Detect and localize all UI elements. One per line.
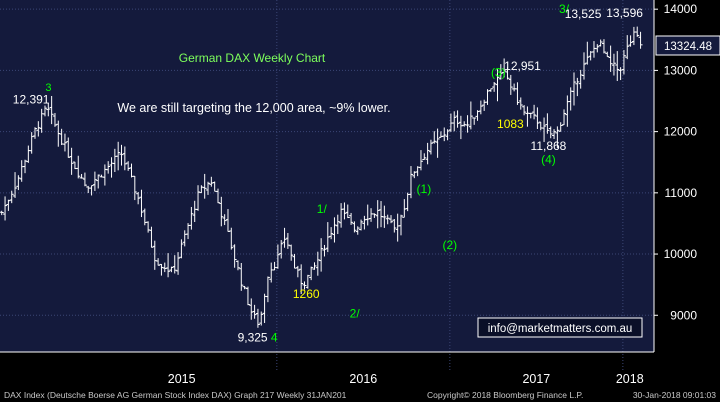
- annotation-label: 11,868: [531, 139, 567, 153]
- last-price-box: [655, 35, 720, 56]
- annotation-label: 2/: [350, 307, 361, 321]
- annotation-label: 12,391: [13, 92, 50, 106]
- annotation-label: (1): [417, 182, 432, 196]
- annotation-label: 1260: [293, 287, 320, 301]
- x-tick-label: 2015: [168, 372, 196, 386]
- chart-title: German DAX Weekly Chart: [179, 51, 326, 65]
- annotation-label: (2): [443, 238, 458, 252]
- gridlines: [0, 0, 658, 370]
- price-bars: [0, 26, 643, 328]
- y-tick-label: 9000: [670, 308, 697, 322]
- x-tick-labels: 2015 2016 2017 2018: [168, 372, 644, 386]
- footer-security-description: DAX Index (Deutsche Boerse AG German Sto…: [4, 390, 347, 400]
- annotation-label: 9,325: [238, 331, 268, 345]
- x-tick-label: 2017: [522, 372, 550, 386]
- y-tick-label: 14000: [664, 2, 698, 16]
- annotation-label: (4): [541, 152, 556, 166]
- annotation-label: 3: [45, 82, 51, 94]
- annotation-label: 1/: [317, 202, 328, 216]
- y-tick-labels: 9000 10000 11000 12000 13000 14000: [664, 2, 698, 322]
- annotation-label: (3): [491, 66, 506, 80]
- footer-copyright: Copyright© 2018 Bloomberg Finance L.P.: [427, 390, 583, 400]
- footer-timestamp: 30-Jan-2018 09:01:03: [633, 390, 716, 400]
- annotation-label: 12,951: [504, 59, 541, 73]
- last-price-label: 13324.48: [664, 41, 712, 53]
- annotation-label: 13,525: [565, 7, 602, 21]
- watermark-box: info@marketmatters.com.au: [477, 317, 643, 338]
- plot-background: [0, 0, 654, 352]
- x-tick-label: 2018: [616, 372, 644, 386]
- watermark-text: info@marketmatters.com.au: [488, 323, 633, 335]
- x-tick-label: 2016: [349, 372, 377, 386]
- annotation-label: 3/: [559, 2, 570, 16]
- wave-annotations: 312,391 9,325 4 1/1260 2/ (1) (2) (3)12,951 1083…: [13, 2, 643, 345]
- y-tick-label: 13000: [664, 63, 698, 77]
- y-tick-label: 10000: [664, 247, 698, 261]
- last-price-tag: 13324.48: [655, 35, 720, 56]
- annotation-label: 4: [271, 331, 278, 345]
- annotation-label: 13,596: [606, 6, 643, 20]
- y-tick-label: 11000: [665, 186, 698, 200]
- y-tick-label: 12000: [664, 125, 698, 139]
- chart-subtitle: We are still targeting the 12,000 area, …: [117, 101, 390, 115]
- annotation-label: 1083: [497, 117, 524, 131]
- axes: [0, 0, 655, 353]
